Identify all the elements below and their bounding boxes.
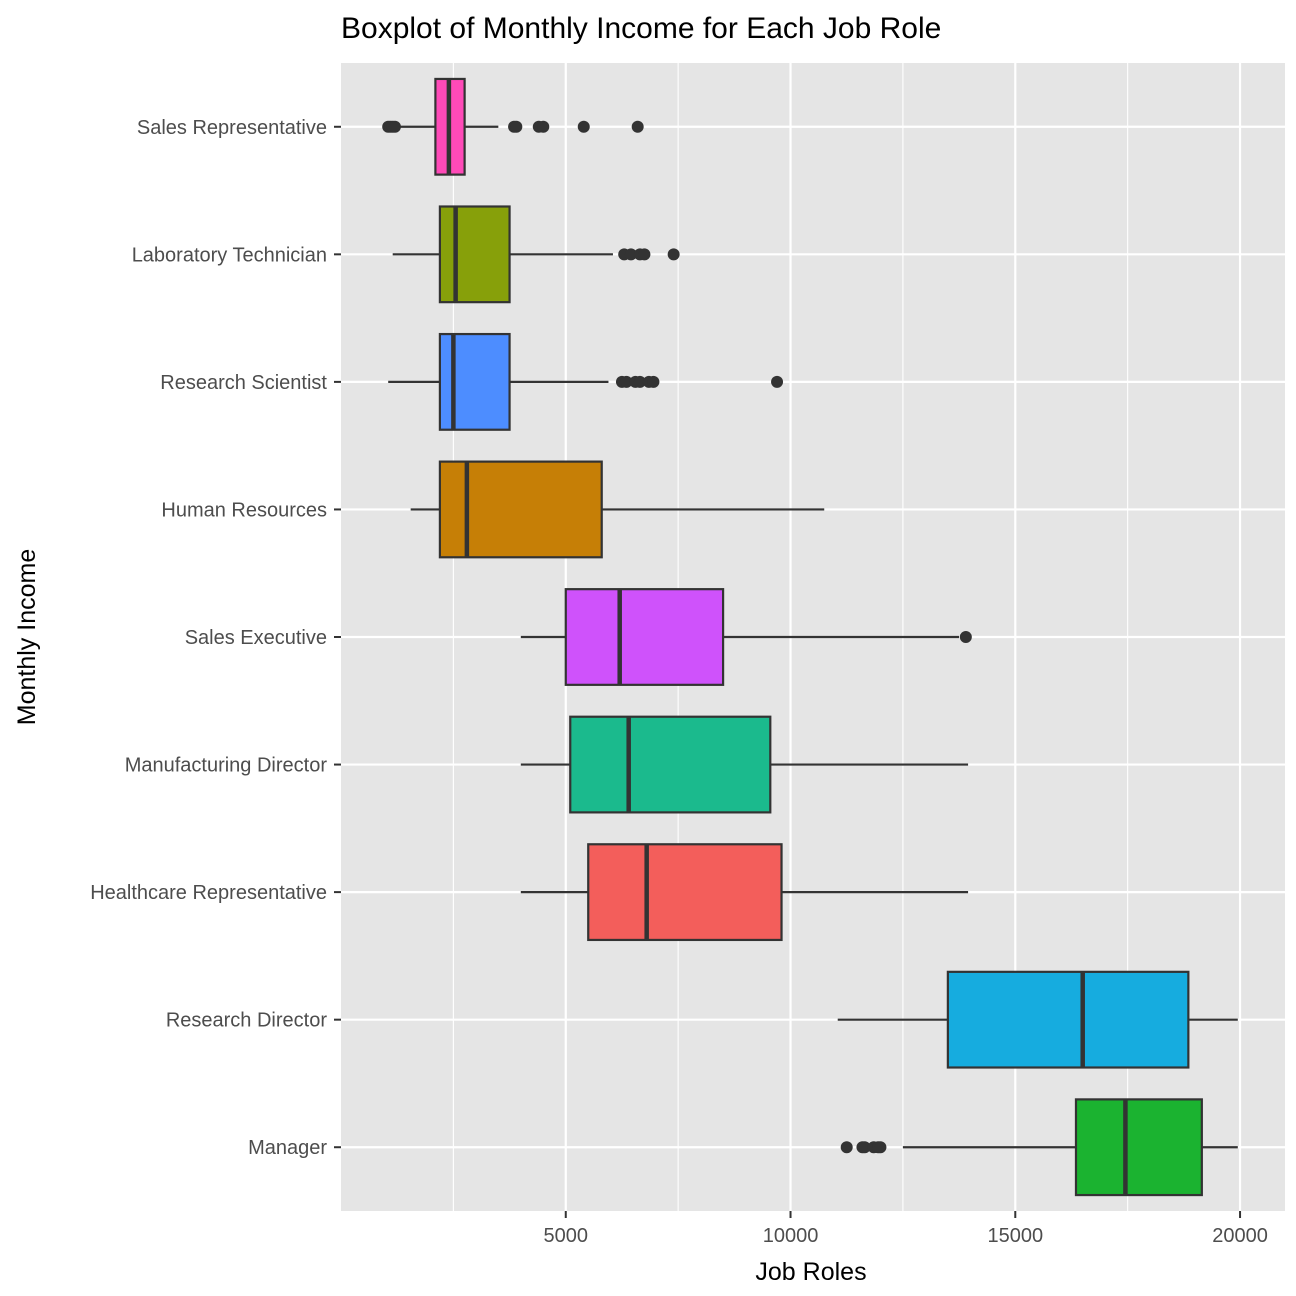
x-axis-title: Job Roles (755, 1258, 866, 1286)
iqr-box (587, 843, 783, 942)
outlier-point (620, 375, 633, 388)
y-axis-title: Monthly Income (13, 549, 41, 725)
outlier-point (510, 120, 523, 133)
y-tick-label: Sales Representative (137, 117, 327, 139)
x-tick-label: 5000 (544, 1225, 589, 1247)
outlier-point (874, 1141, 887, 1154)
box-human-resources (410, 460, 825, 559)
y-tick-label: Sales Executive (185, 627, 327, 649)
iqr-box (569, 715, 772, 814)
outlier-point (638, 248, 651, 261)
y-tick-label: Manager (248, 1137, 327, 1159)
outlier-point (959, 631, 972, 643)
outlier-point (388, 120, 401, 133)
outlier-point (771, 375, 784, 388)
y-tick-label: Healthcare Representative (90, 882, 327, 904)
boxes (382, 77, 1238, 1197)
box-manufacturing-director (520, 715, 969, 814)
box-sales-executive (520, 588, 972, 686)
chart-title: Boxplot of Monthly Income for Each Job R… (341, 12, 941, 45)
x-tick-label: 15000 (987, 1225, 1043, 1247)
outlier-point (537, 120, 550, 133)
y-tick-label: Human Resources (161, 499, 327, 521)
outlier-point (858, 1141, 871, 1154)
y-tick-label: Manufacturing Director (125, 755, 328, 777)
x-tick-label: 10000 (763, 1225, 819, 1247)
box-research-scientist (388, 332, 784, 431)
box-manager (840, 1098, 1238, 1197)
outlier-point (840, 1141, 853, 1154)
outlier-point (577, 120, 590, 133)
y-tick-label: Research Scientist (160, 372, 327, 394)
iqr-box (564, 588, 725, 686)
iqr-box (438, 332, 511, 431)
outlier-point (667, 248, 680, 261)
iqr-box (1074, 1098, 1203, 1197)
outlier-point (633, 375, 646, 388)
x-tick-label: 20000 (1212, 1225, 1268, 1247)
y-tick-label: Research Director (166, 1010, 328, 1032)
outlier-point (647, 375, 660, 388)
outlier-point (631, 120, 644, 133)
outlier-point (624, 248, 637, 261)
box-laboratory-technician (392, 205, 680, 304)
box-healthcare-representative (520, 843, 969, 942)
iqr-box (438, 460, 603, 559)
iqr-box (946, 970, 1190, 1069)
box-sales-representative (382, 77, 644, 176)
box-research-director (837, 970, 1238, 1069)
y-tick-label: Laboratory Technician (132, 244, 327, 266)
y-axis: Sales Representative Laboratory Technicia… (90, 117, 341, 1159)
x-axis: 5000 10000 15000 20000 (544, 1211, 1268, 1247)
iqr-box (438, 205, 511, 304)
